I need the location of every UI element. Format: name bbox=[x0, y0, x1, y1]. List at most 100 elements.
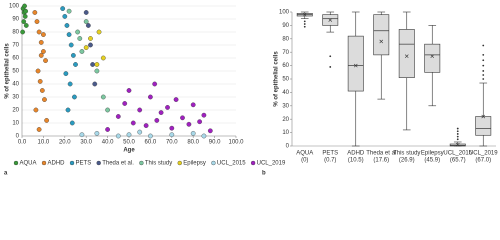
x-tick-label: 10.0 bbox=[38, 140, 50, 146]
scatter-point bbox=[126, 88, 132, 93]
outlier bbox=[303, 20, 306, 23]
x-tick-label: Epilepsy bbox=[421, 151, 444, 157]
y-tick-label: 60 bbox=[282, 63, 289, 69]
scatter-point bbox=[41, 32, 46, 37]
y-tick-label: 50 bbox=[282, 77, 289, 83]
mean-marker bbox=[481, 114, 486, 119]
x-tick-label: 30.0 bbox=[80, 140, 92, 146]
scatter-point bbox=[64, 23, 70, 28]
y-tick-label: 0 bbox=[16, 134, 20, 140]
legend-label: ADHD bbox=[48, 161, 66, 167]
legend-marker bbox=[96, 160, 101, 166]
x-tick-label: 100.0 bbox=[228, 140, 244, 146]
x-tick-label: 90.0 bbox=[209, 140, 221, 146]
y-tick-label: 100 bbox=[279, 10, 290, 16]
scatter-point bbox=[105, 127, 110, 132]
category-note: (45.9) bbox=[424, 158, 440, 164]
y-tick-label: 30 bbox=[12, 95, 19, 101]
y-tick-label: 100 bbox=[9, 4, 20, 10]
scatter-point bbox=[173, 97, 179, 102]
y-tick-label: 90 bbox=[282, 23, 289, 29]
x-tick-label: 0.0 bbox=[18, 140, 27, 146]
scatter-point bbox=[66, 8, 72, 14]
x-tick-label: 80.0 bbox=[187, 140, 199, 146]
y-axis-title: % of epithelial cells bbox=[5, 43, 11, 99]
scatter-point bbox=[77, 36, 83, 41]
scatter-point bbox=[43, 58, 48, 63]
scatter-point bbox=[22, 3, 27, 9]
scatter-point bbox=[92, 81, 98, 87]
scatter-point bbox=[100, 55, 106, 61]
scatter-point bbox=[88, 42, 93, 48]
scatter-point bbox=[70, 53, 76, 58]
scatter-point bbox=[137, 129, 143, 135]
scatter-point bbox=[67, 81, 73, 87]
scatter-point bbox=[154, 118, 160, 123]
y-tick-label: 10 bbox=[282, 130, 289, 136]
legend-marker bbox=[13, 160, 19, 166]
scatter-point bbox=[36, 127, 42, 132]
scatter-point bbox=[83, 10, 89, 15]
scatter-point bbox=[186, 121, 192, 127]
scatter-point bbox=[33, 107, 39, 113]
scatter-point bbox=[44, 118, 49, 123]
outlier bbox=[456, 135, 459, 138]
outlier bbox=[482, 53, 485, 56]
y-tick-label: 40 bbox=[12, 82, 19, 88]
scatter-point bbox=[180, 115, 185, 121]
legend-marker bbox=[69, 160, 75, 166]
legend-label: This study bbox=[145, 161, 172, 167]
x-tick-label: 70.0 bbox=[166, 140, 178, 146]
scatter-point bbox=[42, 97, 47, 102]
mean-marker bbox=[353, 63, 358, 68]
scatter-point bbox=[85, 23, 91, 28]
y-tick-label: 80 bbox=[282, 36, 289, 42]
outlier bbox=[329, 66, 332, 68]
scatter-point bbox=[62, 14, 68, 19]
box bbox=[398, 29, 415, 78]
outlier bbox=[482, 70, 485, 72]
scatter-point bbox=[169, 125, 175, 131]
scatter-point bbox=[90, 62, 95, 67]
scatter-point bbox=[190, 131, 196, 136]
scatter-point bbox=[38, 53, 44, 58]
legend-label: UCL_2015 bbox=[217, 161, 246, 167]
outlier bbox=[303, 23, 306, 25]
y-tick-label: 50 bbox=[12, 69, 19, 75]
outlier bbox=[482, 59, 485, 62]
scatter-point bbox=[23, 23, 29, 28]
scatter-point bbox=[63, 71, 69, 76]
y-tick-label: 0 bbox=[286, 144, 290, 150]
scatter-point bbox=[32, 10, 38, 15]
x-tick-label: 50.0 bbox=[123, 140, 135, 146]
x-tick-label: 40.0 bbox=[102, 140, 114, 146]
scatter-point bbox=[83, 45, 89, 50]
legend-label: PETS bbox=[76, 161, 92, 167]
scatter-point bbox=[190, 102, 196, 108]
box bbox=[373, 14, 390, 56]
scatter-point bbox=[100, 94, 106, 100]
scatter-point bbox=[20, 29, 26, 35]
mean-marker bbox=[379, 39, 384, 44]
scatter-point bbox=[38, 40, 44, 45]
scatter-point bbox=[165, 105, 170, 110]
mean-marker bbox=[455, 142, 460, 147]
scatter-point bbox=[169, 132, 175, 138]
legend-marker bbox=[250, 160, 256, 166]
scatter-point bbox=[69, 120, 75, 126]
scatter-point bbox=[88, 36, 93, 41]
scatter-point bbox=[35, 68, 41, 74]
x-tick-label: 60.0 bbox=[145, 140, 157, 146]
scatter-point bbox=[39, 88, 45, 93]
y-tick-label: 90 bbox=[12, 17, 19, 23]
scatter-point bbox=[96, 29, 102, 35]
scatter-point bbox=[22, 14, 28, 19]
outlier bbox=[482, 64, 485, 67]
scatter-point bbox=[79, 49, 85, 54]
scatter-point bbox=[21, 19, 27, 24]
outlier bbox=[303, 25, 306, 28]
scatter-point bbox=[94, 62, 100, 67]
outlier bbox=[456, 133, 459, 135]
scatter-point bbox=[36, 29, 42, 35]
